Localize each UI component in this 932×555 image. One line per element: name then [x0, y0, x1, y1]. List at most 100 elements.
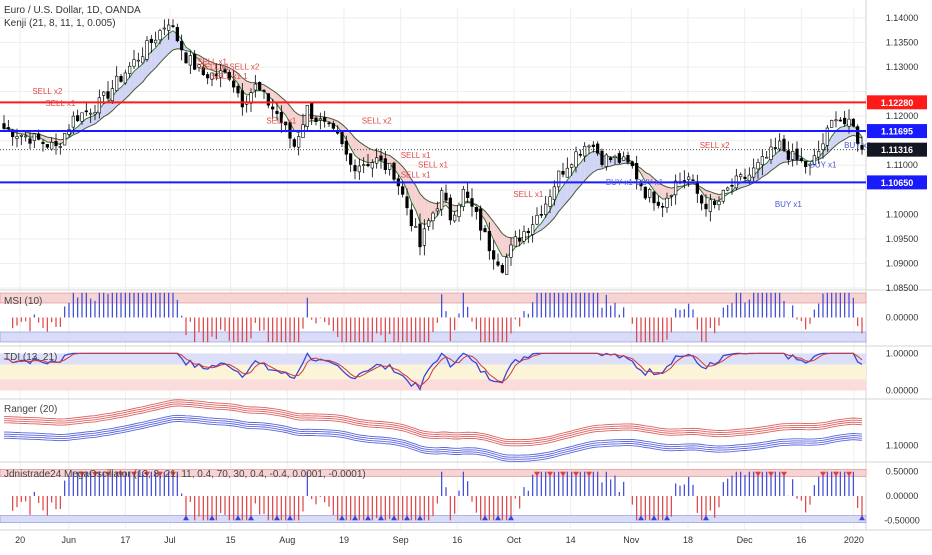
candle-body: [189, 56, 192, 66]
candle-body: [549, 197, 552, 207]
symbol-title[interactable]: Euro / U.S. Dollar, 1D, OANDA: [4, 4, 141, 17]
candle-body: [180, 41, 183, 50]
ranger-pane-title[interactable]: Ranger (20): [4, 404, 57, 415]
candle-body: [115, 76, 118, 90]
candle-body: [692, 180, 695, 181]
candle-body: [85, 111, 88, 112]
candle-body: [687, 177, 690, 180]
indicator-title[interactable]: Kenji (21, 8, 11, 1, 0.005): [4, 17, 141, 30]
candle-body: [804, 161, 807, 166]
candle-body: [683, 181, 686, 182]
candle-body: [55, 141, 58, 145]
candle-body: [570, 165, 573, 168]
sell-signal-label: SELL x2: [700, 141, 730, 150]
candle-body: [206, 75, 209, 78]
osc-tick-label: -0.50000: [884, 515, 920, 525]
sell-signal-label: SELL x1: [401, 170, 431, 179]
price-tick-label: 1.13000: [886, 62, 919, 72]
candle-body: [618, 153, 621, 162]
candle-body: [588, 146, 591, 147]
candle-body: [514, 237, 517, 246]
candle-body: [185, 53, 188, 63]
candle-body: [800, 159, 803, 161]
time-tick-label: 17: [120, 535, 130, 545]
candle-body: [744, 177, 747, 179]
candle-body: [159, 30, 162, 39]
candle-body: [315, 118, 318, 122]
candle-body: [627, 155, 630, 162]
candle-body: [375, 158, 378, 163]
candle-body: [648, 189, 651, 197]
candle-body: [436, 209, 439, 211]
msi-pane-title[interactable]: MSI (10): [4, 296, 42, 307]
candle-body: [232, 81, 235, 87]
msi-tick-label: 0.00000: [886, 313, 919, 323]
candle-body: [128, 66, 131, 73]
candle-body: [614, 156, 617, 157]
tdi-upper-band: [0, 353, 866, 364]
time-tick-label: Aug: [279, 535, 295, 545]
candle-body: [271, 107, 274, 109]
candle-body: [349, 154, 352, 165]
buy-signal-label: BUY x1: [775, 200, 803, 209]
candle-body: [354, 165, 357, 170]
candle-body: [453, 215, 456, 221]
candle-body: [111, 89, 114, 101]
candle-body: [562, 171, 565, 174]
oscillator-pane-title[interactable]: Jdnistrade24 MegaOscillator (13, 8, 21, …: [4, 469, 366, 480]
candle-body: [479, 209, 482, 230]
candle-body: [432, 213, 435, 221]
price-tick-label: 1.11000: [886, 160, 918, 170]
candle-body: [20, 135, 23, 136]
candle-body: [497, 262, 500, 265]
candle-body: [384, 159, 387, 170]
sell-signal-label: SELL x1: [513, 190, 543, 199]
candle-body: [63, 133, 66, 145]
candle-body: [102, 92, 105, 95]
time-tick-label: 16: [796, 535, 806, 545]
candle-body: [332, 123, 335, 128]
candle-body: [774, 148, 777, 149]
candle-body: [466, 192, 469, 198]
candle-body: [107, 92, 110, 99]
time-tick-label: Dec: [737, 535, 754, 545]
candle-body: [778, 141, 781, 149]
candle-body: [518, 238, 521, 241]
candle-body: [388, 163, 391, 169]
tdi-pane-title[interactable]: TDI (13, 21): [4, 352, 57, 363]
candle-body: [726, 188, 729, 190]
candle-body: [822, 144, 825, 150]
candle-body: [37, 134, 40, 140]
tdi-lower-band: [0, 379, 866, 390]
buy-signal-label: BUY x1: [636, 178, 664, 187]
candle-body: [393, 163, 396, 179]
candle-body: [267, 94, 270, 106]
candle-body: [323, 118, 326, 122]
time-tick-label: Nov: [623, 535, 640, 545]
candle-body: [42, 142, 45, 144]
candle-body: [120, 76, 123, 81]
candle-body: [362, 165, 365, 166]
candle-body: [462, 189, 465, 206]
candle-body: [609, 158, 612, 160]
candle-body: [635, 163, 638, 179]
ma-cloud-segment: [667, 187, 671, 199]
buy-signal-label: BUY x1: [606, 178, 634, 187]
candle-body: [835, 120, 838, 121]
price-tick-label: 1.14000: [886, 13, 919, 23]
candle-body: [358, 166, 361, 172]
level-price-label: 1.11695: [881, 127, 913, 137]
candle-body: [445, 193, 448, 200]
candle-body: [700, 196, 703, 203]
sell-signal-label: SELL x1: [45, 99, 75, 108]
candle-body: [770, 147, 773, 160]
candle-body: [492, 251, 495, 260]
candle-body: [81, 113, 84, 122]
candle-body: [540, 214, 543, 215]
candle-body: [752, 168, 755, 177]
candle-body: [50, 142, 53, 149]
time-tick-label: 16: [452, 535, 462, 545]
candle-body: [557, 171, 560, 187]
